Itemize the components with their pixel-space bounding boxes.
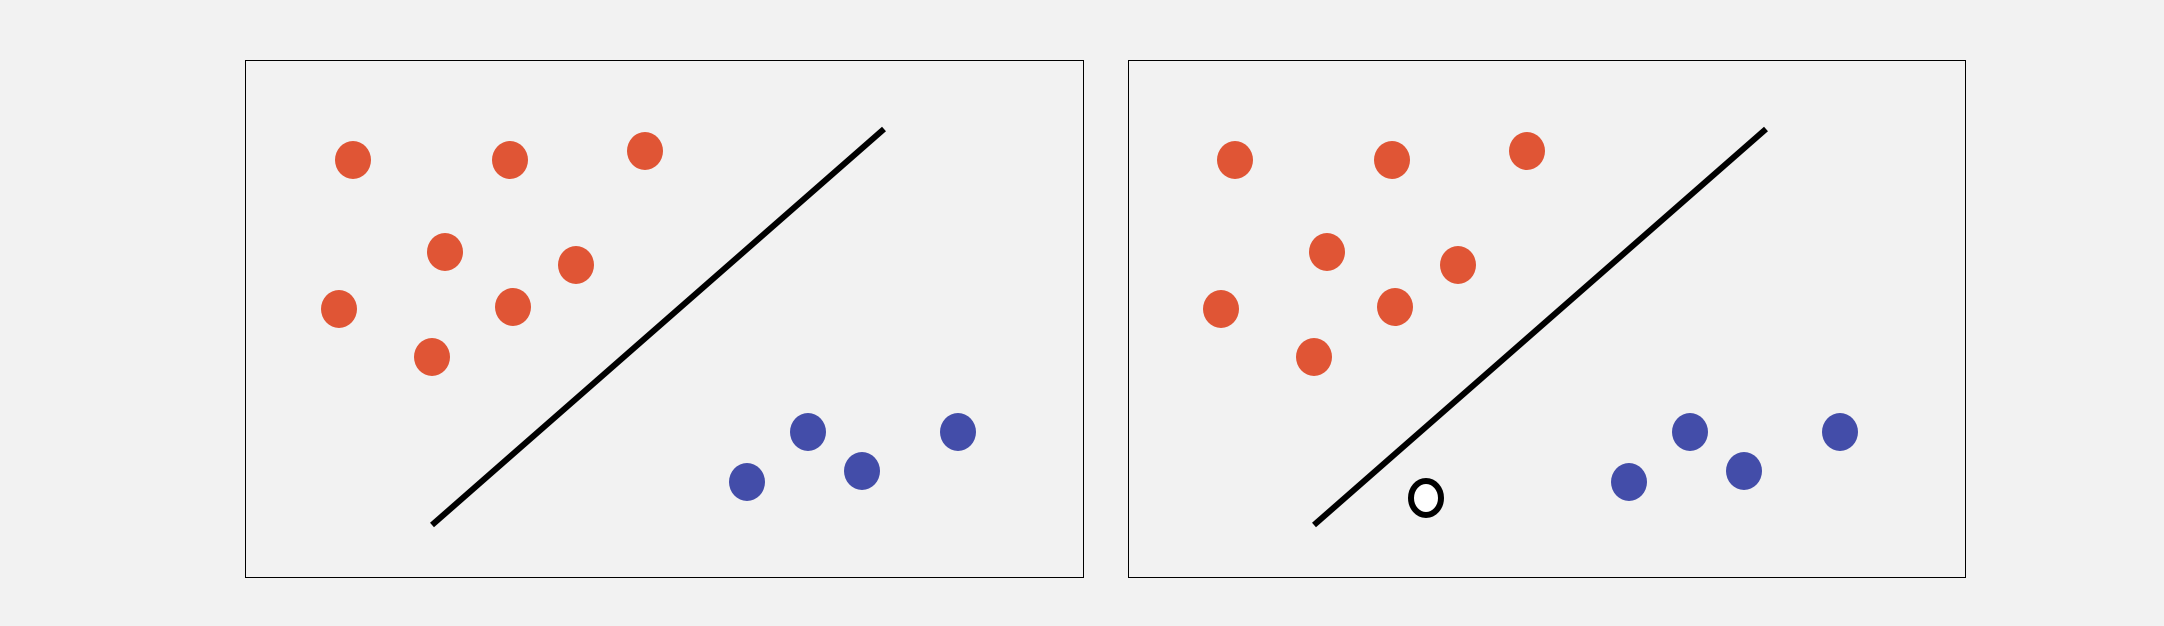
right-class-b-point [1611,463,1647,501]
right-panel [1128,60,1966,578]
left-class-b-point [844,452,880,490]
left-class-b-point [790,413,826,451]
right-class-a-point [1296,338,1332,376]
right-class-a-point [1374,141,1410,179]
right-class-a-point [1309,233,1345,271]
right-class-a-point [1377,288,1413,326]
right-unknown-point [1408,478,1444,518]
right-class-a-point [1217,141,1253,179]
left-class-a-point [492,141,528,179]
right-class-b-points [1611,413,1858,501]
left-class-a-point [414,338,450,376]
left-class-b-points [729,413,976,501]
left-class-b-point [729,463,765,501]
left-decision-boundary-line [430,126,886,528]
left-panel-frame [245,60,1084,578]
right-class-a-point [1509,132,1545,170]
left-class-a-point [335,141,371,179]
left-class-a-point [558,246,594,284]
right-decision-boundary-line [1312,126,1768,528]
right-panel-frame [1128,60,1966,578]
right-class-a-points [1203,132,1545,376]
right-class-b-point [1822,413,1858,451]
right-class-a-point [1203,290,1239,328]
left-panel [245,60,1084,578]
right-class-b-point [1672,413,1708,451]
left-class-a-point [627,132,663,170]
left-class-a-point [427,233,463,271]
right-class-a-point [1440,246,1476,284]
left-class-a-point [321,290,357,328]
left-class-a-points [321,132,663,376]
left-class-a-point [495,288,531,326]
right-class-b-point [1726,452,1762,490]
left-class-b-point [940,413,976,451]
